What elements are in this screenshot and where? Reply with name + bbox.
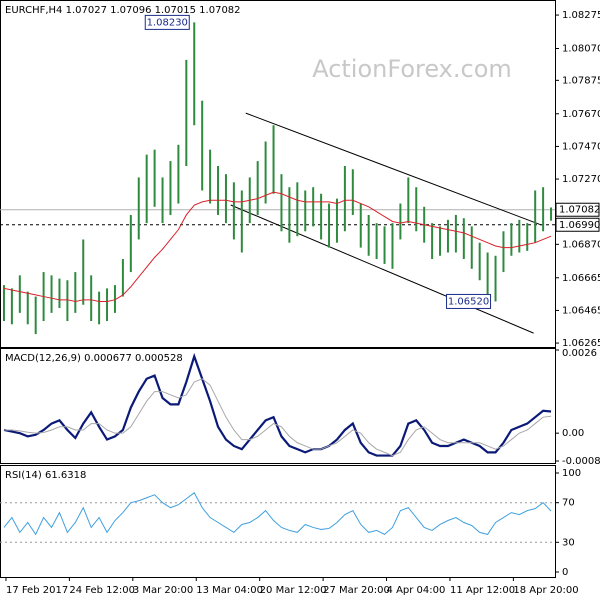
y-tick-label: 1.06665 xyxy=(562,273,600,284)
panel-title: EURCHF,H4 1.07027 1.07096 1.07015 1.0708… xyxy=(5,5,241,16)
annotation-box xyxy=(446,293,492,309)
series-line xyxy=(3,492,552,536)
y-tick-label: 1.07270 xyxy=(562,174,600,185)
x-tick-label: 27 Mar 20:00 xyxy=(323,585,390,596)
panel-title: RSI(14) 61.6318 xyxy=(5,470,86,481)
y-tick-label: 1.06265 xyxy=(562,338,600,349)
annotation-label: 1.06520 xyxy=(448,296,489,307)
x-tick-label: 13 Mar 04:00 xyxy=(196,585,263,596)
moving-average xyxy=(3,191,552,302)
price-tag xyxy=(555,202,600,217)
annotation-label: 1.08230 xyxy=(147,17,188,28)
price-tag-label: 1.07082 xyxy=(559,205,600,216)
panel-frame xyxy=(0,348,556,464)
watermark: ActionForex.com xyxy=(312,55,512,83)
y-tick-label: 1.06870 xyxy=(562,239,600,250)
x-tick-label: 4 Apr 04:00 xyxy=(387,585,446,596)
series-line xyxy=(3,352,552,457)
panel-frame xyxy=(0,0,556,348)
panel-frame xyxy=(0,465,556,578)
x-tick-label: 20 Mar 12:00 xyxy=(260,585,327,596)
x-tick-label: 18 Apr 20:00 xyxy=(513,585,578,596)
annotation-box xyxy=(144,14,190,30)
y-tick-label: 1.08070 xyxy=(562,44,600,55)
y-tick-label: -0.00087 xyxy=(562,456,600,467)
x-tick-label: 17 Feb 2017 xyxy=(6,585,68,596)
panel-title: MACD(12,26,9) 0.000677 0.000528 xyxy=(5,353,183,364)
y-tick-label: 100 xyxy=(562,468,581,479)
price-tag xyxy=(555,217,600,232)
y-tick-label: 70 xyxy=(562,498,575,509)
y-tick-label: 1.06465 xyxy=(562,305,600,316)
y-tick-label: 1.07670 xyxy=(562,109,600,120)
y-tick-label: 1.07875 xyxy=(562,75,600,86)
x-tick-label: 3 Mar 20:00 xyxy=(133,585,193,596)
y-tick-label: 30 xyxy=(562,537,575,548)
y-tick-label: 0 xyxy=(562,567,568,578)
y-tick-label: 0.00 xyxy=(562,428,584,439)
y-tick-label: 1.07470 xyxy=(562,141,600,152)
y-tick-label: 0.0026 xyxy=(562,348,597,359)
trend-line xyxy=(245,112,542,226)
x-tick-label: 11 Apr 12:00 xyxy=(450,585,515,596)
y-tick-label: 1.08275 xyxy=(562,10,600,21)
price-tag-label: 1.06990 xyxy=(559,220,600,231)
series-line xyxy=(3,378,552,457)
x-tick-label: 24 Feb 12:00 xyxy=(69,585,135,596)
